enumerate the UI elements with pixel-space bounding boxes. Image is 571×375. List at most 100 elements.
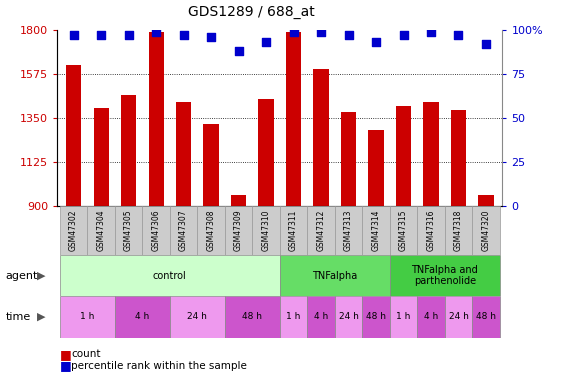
Point xyxy=(262,39,271,45)
Bar xyxy=(417,296,445,338)
Text: 1 h: 1 h xyxy=(80,312,95,321)
Bar xyxy=(472,296,500,338)
Point xyxy=(427,29,436,35)
Text: GSM47310: GSM47310 xyxy=(262,210,271,251)
Point xyxy=(124,32,133,38)
Bar xyxy=(231,195,246,206)
Text: GSM47315: GSM47315 xyxy=(399,210,408,251)
Bar xyxy=(445,206,472,255)
Bar xyxy=(341,112,356,206)
Point xyxy=(234,48,243,54)
Bar xyxy=(142,206,170,255)
Bar xyxy=(335,206,362,255)
Bar xyxy=(115,296,170,338)
Bar xyxy=(313,69,328,206)
Bar xyxy=(60,255,280,296)
Point xyxy=(399,32,408,38)
Bar xyxy=(198,206,225,255)
Text: count: count xyxy=(71,350,101,359)
Point xyxy=(372,39,381,45)
Text: ▶: ▶ xyxy=(37,312,45,322)
Text: GSM47309: GSM47309 xyxy=(234,210,243,251)
Bar xyxy=(280,255,390,296)
Text: 48 h: 48 h xyxy=(242,312,262,321)
Text: 24 h: 24 h xyxy=(187,312,207,321)
Text: ■: ■ xyxy=(60,359,72,372)
Point xyxy=(289,29,298,35)
Text: 24 h: 24 h xyxy=(339,312,359,321)
Bar xyxy=(478,195,493,206)
Text: GSM47307: GSM47307 xyxy=(179,210,188,251)
Bar xyxy=(66,65,81,206)
Bar xyxy=(472,206,500,255)
Text: TNFalpha and
parthenolide: TNFalpha and parthenolide xyxy=(411,265,478,286)
Text: GSM47316: GSM47316 xyxy=(427,210,436,251)
Bar xyxy=(259,99,274,206)
Point xyxy=(151,29,160,35)
Bar xyxy=(115,206,142,255)
Point xyxy=(207,34,216,40)
Bar xyxy=(390,255,500,296)
Text: ▶: ▶ xyxy=(37,271,45,280)
Text: 4 h: 4 h xyxy=(424,312,438,321)
Bar xyxy=(60,206,87,255)
Text: GSM47306: GSM47306 xyxy=(151,210,160,251)
Text: GSM47305: GSM47305 xyxy=(124,210,133,251)
Text: control: control xyxy=(153,271,187,280)
Text: 1 h: 1 h xyxy=(396,312,411,321)
Bar xyxy=(280,206,307,255)
Text: percentile rank within the sample: percentile rank within the sample xyxy=(71,361,247,370)
Text: ■: ■ xyxy=(60,348,72,361)
Bar xyxy=(252,206,280,255)
Point xyxy=(481,41,490,47)
Bar xyxy=(307,206,335,255)
Bar xyxy=(362,206,390,255)
Text: 1 h: 1 h xyxy=(286,312,301,321)
Bar xyxy=(121,94,136,206)
Bar xyxy=(307,296,335,338)
Bar xyxy=(170,296,225,338)
Bar xyxy=(94,108,108,206)
Point xyxy=(69,32,78,38)
Text: GSM47311: GSM47311 xyxy=(289,210,298,251)
Bar xyxy=(60,296,115,338)
Text: GSM47313: GSM47313 xyxy=(344,210,353,251)
Bar xyxy=(148,32,164,206)
Bar xyxy=(445,296,472,338)
Text: GSM47308: GSM47308 xyxy=(207,210,216,251)
Text: GSM47320: GSM47320 xyxy=(481,210,490,251)
Bar xyxy=(368,130,384,206)
Point xyxy=(316,29,325,35)
Point xyxy=(179,32,188,38)
Bar xyxy=(225,296,280,338)
Bar xyxy=(280,296,307,338)
Text: 4 h: 4 h xyxy=(135,312,150,321)
Bar xyxy=(203,124,219,206)
Text: GSM47304: GSM47304 xyxy=(96,210,106,251)
Bar xyxy=(396,106,411,206)
Text: GSM47314: GSM47314 xyxy=(372,210,380,251)
Text: GSM47318: GSM47318 xyxy=(454,210,463,251)
Bar xyxy=(170,206,198,255)
Text: GDS1289 / 688_at: GDS1289 / 688_at xyxy=(188,5,315,19)
Bar xyxy=(87,206,115,255)
Point xyxy=(96,32,106,38)
Text: TNFalpha: TNFalpha xyxy=(312,271,357,280)
Text: 24 h: 24 h xyxy=(449,312,468,321)
Bar xyxy=(417,206,445,255)
Text: GSM47302: GSM47302 xyxy=(69,210,78,251)
Bar xyxy=(335,296,362,338)
Bar xyxy=(424,102,439,206)
Bar xyxy=(286,32,301,206)
Bar xyxy=(176,102,191,206)
Point xyxy=(454,32,463,38)
Text: 4 h: 4 h xyxy=(314,312,328,321)
Text: GSM47312: GSM47312 xyxy=(316,210,325,251)
Text: 48 h: 48 h xyxy=(476,312,496,321)
Text: agent: agent xyxy=(6,271,38,280)
Bar xyxy=(390,296,417,338)
Bar xyxy=(451,110,466,206)
Point xyxy=(344,32,353,38)
Text: time: time xyxy=(6,312,31,322)
Text: 48 h: 48 h xyxy=(366,312,386,321)
